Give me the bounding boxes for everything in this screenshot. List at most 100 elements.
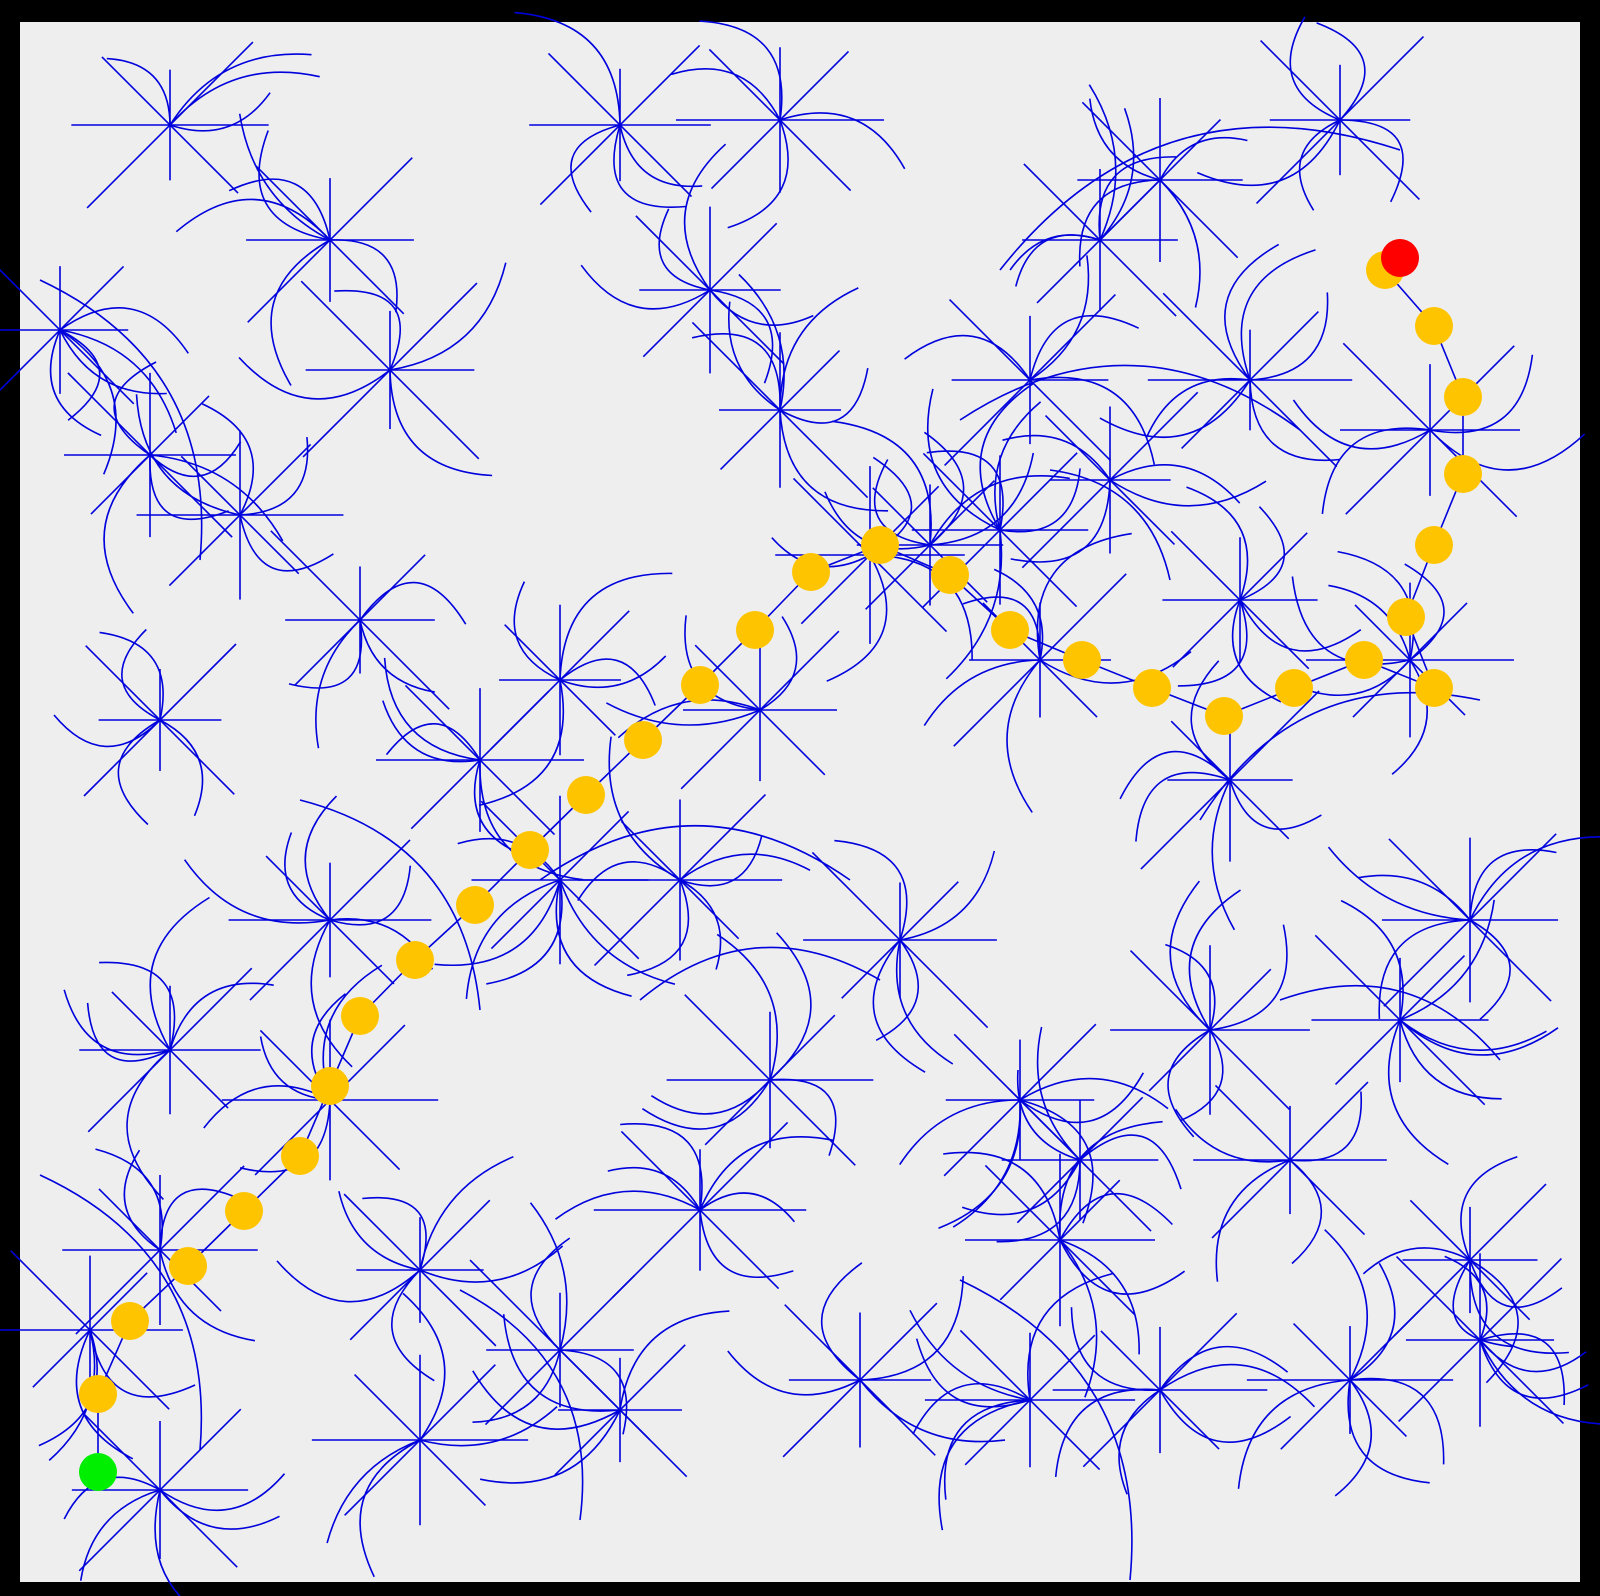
tree-arc <box>385 723 481 761</box>
tree-arc <box>555 1190 701 1220</box>
tree-arc <box>513 581 561 681</box>
tree-arc <box>929 475 1070 546</box>
tree-arc <box>650 1079 771 1115</box>
tree-arc <box>912 1383 1031 1435</box>
tree-arc <box>1109 463 1241 504</box>
tree-arc <box>716 933 778 1081</box>
tree-arc <box>310 919 353 1068</box>
tree-arc <box>709 289 774 384</box>
tree-arc <box>1292 399 1431 450</box>
path-waypoint <box>456 886 494 924</box>
tree-arc <box>993 568 1044 661</box>
tree-arc <box>895 939 954 1065</box>
tree-arc <box>759 616 798 711</box>
tree-arc <box>529 1202 568 1351</box>
tree-arc <box>258 130 331 241</box>
tree-arc <box>859 1276 964 1381</box>
tree-arc <box>1399 899 1495 1021</box>
tree-arc <box>1291 576 1411 665</box>
path-waypoint <box>991 611 1029 649</box>
tree-arc <box>49 329 102 437</box>
tree-arc <box>75 1329 134 1460</box>
tree-arc <box>1089 98 1161 181</box>
tree-arc <box>169 71 320 126</box>
tree-arc <box>1059 1192 1173 1241</box>
tree-arc <box>239 514 334 572</box>
tree-arc <box>1159 1345 1289 1391</box>
tree-arc <box>1469 1259 1569 1354</box>
tree-arc <box>1391 659 1429 775</box>
tree-arc <box>103 454 151 614</box>
tree-arc <box>1240 249 1316 381</box>
tree-arc <box>873 459 931 546</box>
tree-arc <box>999 126 1401 271</box>
tree-arc <box>1460 1155 1518 1261</box>
tree-arc <box>299 799 481 1011</box>
tree-arc <box>149 441 242 478</box>
path-waypoint <box>1063 641 1101 679</box>
tree-arc <box>929 452 1035 546</box>
tree-arc <box>639 946 881 1001</box>
tree-arc <box>834 839 908 941</box>
tree-arc <box>1019 1077 1169 1110</box>
tree-arc <box>607 1166 701 1211</box>
tree-arc <box>1196 119 1341 187</box>
tree-arc <box>391 1269 435 1382</box>
path-waypoint <box>1205 697 1243 735</box>
path-waypoint <box>79 1375 117 1413</box>
tree-arc <box>1015 234 1101 287</box>
tree-arc <box>434 879 561 966</box>
tree-arc <box>326 1439 421 1544</box>
tree-arc <box>1298 119 1341 211</box>
tree-arc <box>779 112 906 170</box>
tree-arc <box>1186 486 1249 601</box>
tree-arc <box>641 1079 771 1130</box>
tree-arc <box>59 329 167 395</box>
tree-arc <box>926 450 1004 531</box>
tree-arc <box>1179 1029 1224 1122</box>
tree-arc <box>304 795 338 921</box>
tree-arc <box>1378 919 1471 1019</box>
tree-arc <box>620 1123 703 1211</box>
tree-arc <box>472 1370 621 1430</box>
tree-arc <box>1036 532 1132 661</box>
tree-arc <box>899 850 996 941</box>
tree-arc <box>238 113 331 241</box>
tree-arc <box>1452 1259 1513 1348</box>
tree-arc <box>1229 779 1322 830</box>
tree-arc <box>1349 1262 1396 1381</box>
path-waypoint <box>281 1137 319 1175</box>
tree-arc <box>135 394 241 516</box>
path-waypoint <box>1444 378 1482 416</box>
tree-arc <box>1019 1099 1094 1224</box>
path-waypoint <box>1415 526 1453 564</box>
tree-arc <box>169 53 312 126</box>
tree-arc <box>419 1406 558 1447</box>
tree-arc <box>1059 1239 1140 1355</box>
endpoints <box>79 239 1419 1491</box>
path-waypoint <box>1133 669 1171 707</box>
workspace-background <box>20 22 1580 1582</box>
tree-arc <box>555 879 632 997</box>
tree-arc <box>943 1151 1061 1241</box>
tree-arc <box>359 1439 421 1578</box>
tree-arc <box>570 124 621 213</box>
tree-arc <box>59 329 101 421</box>
tree-arc <box>909 1309 1031 1401</box>
tree-arc <box>1340 899 1404 1021</box>
tree-arc <box>338 1191 421 1271</box>
tree-arc <box>671 68 781 121</box>
tree-arc <box>915 1338 1031 1408</box>
tree-arc <box>1399 1019 1502 1100</box>
tree-arc <box>559 658 656 706</box>
tree-arc <box>1118 1389 1161 1495</box>
tree-arc <box>683 143 727 291</box>
tree-arc <box>606 702 761 726</box>
tree-arc <box>1029 314 1140 381</box>
tree-arc <box>530 1237 571 1351</box>
tree-arc <box>999 468 1081 533</box>
tree-arc <box>1358 874 1471 921</box>
path-waypoint <box>311 1067 349 1105</box>
tree-arc <box>472 1349 561 1423</box>
